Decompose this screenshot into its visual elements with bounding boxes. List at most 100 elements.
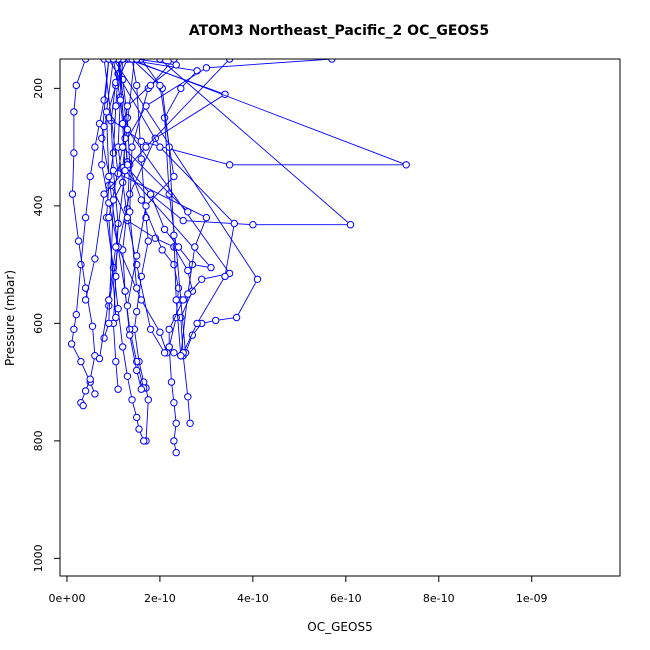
data-point: [144, 396, 153, 404]
data-point: [119, 143, 127, 151]
y-tick-label: 1000: [32, 544, 45, 572]
y-tick-label: 400: [32, 195, 45, 216]
data-point: [123, 372, 132, 380]
data-point: [133, 81, 141, 90]
profile-series: [67, 59, 113, 398]
data-point: [167, 378, 176, 386]
data-point: [72, 81, 81, 90]
profile-line: [108, 59, 407, 166]
data-point: [133, 252, 141, 260]
y-tick-label: 600: [32, 313, 45, 334]
data-point: [137, 155, 146, 163]
data-point: [70, 149, 78, 157]
data-point: [86, 375, 94, 383]
profile-line: [127, 59, 352, 226]
data-point: [100, 122, 108, 131]
data-point: [170, 437, 178, 445]
data-point: [81, 59, 90, 63]
data-point: [170, 260, 178, 269]
x-axis: 0e+00 2e-10 4e-10 6e-10 8e-10 1e-09: [48, 576, 548, 605]
data-point: [121, 134, 129, 143]
data-point: [177, 352, 185, 360]
x-tick-label: 1e-09: [516, 592, 548, 605]
data-point: [81, 387, 90, 395]
data-point: [112, 243, 120, 251]
data-point: [128, 396, 136, 404]
data-point: [346, 221, 355, 229]
data-point: [77, 357, 85, 366]
profile-series: [100, 59, 132, 342]
profile-series: [119, 59, 192, 216]
x-tick-label: 0e+00: [48, 592, 85, 605]
y-tick-label: 200: [32, 78, 45, 99]
y-axis-label: Pressure (mbar): [3, 270, 17, 366]
data-point: [95, 354, 104, 363]
data-point: [105, 213, 113, 222]
chart-title: ATOM3 Northeast_Pacific_2 OC_GEOS5: [189, 23, 489, 39]
data-point: [114, 385, 122, 393]
x-tick-label: 8e-10: [423, 592, 455, 605]
data-point: [133, 307, 141, 316]
data-point: [184, 290, 192, 298]
y-tick-label: 800: [32, 430, 45, 451]
data-point: [140, 437, 148, 445]
data-point: [121, 166, 129, 175]
data-point: [170, 172, 178, 181]
data-point: [232, 313, 241, 322]
data-point: [126, 331, 134, 339]
data-point: [328, 59, 336, 63]
x-axis-label: OC_GEOS5: [307, 620, 372, 634]
data-point: [74, 237, 83, 245]
data-point: [112, 357, 120, 366]
y-axis: 200 400 600 800 1000: [32, 78, 60, 572]
data-point: [165, 190, 173, 198]
data-point: [184, 393, 192, 401]
data-point: [158, 246, 166, 254]
data-point: [170, 231, 178, 240]
data-point: [184, 208, 192, 216]
data-point: [184, 266, 192, 275]
data-point: [212, 316, 220, 325]
data-point: [91, 390, 99, 398]
data-point: [186, 419, 194, 427]
profile-series: [114, 59, 234, 357]
data-point: [174, 243, 183, 251]
data-point: [98, 134, 106, 143]
data-point: [160, 225, 169, 234]
data-point: [119, 119, 127, 128]
data-point: [142, 102, 150, 110]
data-point: [109, 196, 118, 204]
data-point: [102, 108, 111, 116]
profile-series: [95, 59, 129, 363]
data-point: [142, 143, 150, 151]
data-point: [112, 313, 120, 322]
data-point: [170, 399, 178, 407]
data-point: [156, 81, 164, 90]
profile-line: [117, 59, 142, 390]
profile-line: [108, 59, 235, 353]
data-point: [179, 216, 187, 225]
data-point: [191, 243, 199, 251]
data-point: [114, 305, 122, 313]
data-point: [81, 213, 90, 222]
x-tick-label: 2e-10: [144, 592, 176, 605]
data-point: [225, 59, 234, 63]
profile-series: [137, 59, 185, 360]
data-point: [123, 302, 132, 310]
data-point: [198, 275, 206, 283]
profile-line: [117, 59, 165, 354]
data-point: [72, 310, 81, 319]
data-point: [67, 340, 76, 348]
data-point: [137, 137, 146, 146]
profile-line: [126, 59, 175, 306]
data-point: [70, 325, 78, 333]
x-tick-label: 4e-10: [237, 592, 269, 605]
data-point: [128, 143, 136, 151]
data-point: [119, 343, 127, 351]
profile-series: [68, 59, 99, 410]
data-point: [133, 366, 141, 375]
data-point: [119, 178, 127, 187]
data-point: [88, 322, 97, 330]
data-point: [137, 196, 146, 204]
